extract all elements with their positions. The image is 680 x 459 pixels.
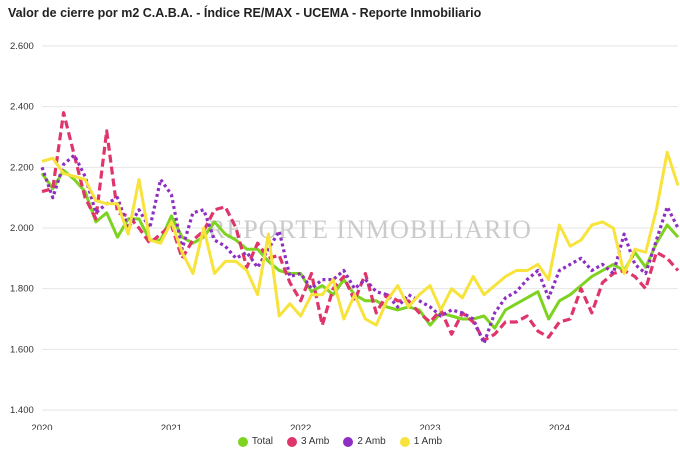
chart-legend: Total 3 Amb 2 Amb 1 Amb (0, 436, 680, 447)
legend-swatch (399, 436, 410, 447)
legend-label: 1 Amb (413, 436, 443, 447)
legend-item[interactable]: 2 Amb (343, 436, 386, 447)
x-tick-label: 2024 (549, 423, 570, 430)
y-tick-label: 2.600 (10, 41, 34, 52)
y-tick-label: 2.400 (10, 102, 34, 113)
x-tick-label: 2020 (31, 423, 52, 430)
x-tick-label: 2022 (290, 423, 311, 430)
line-chart: REPORTE INMOBILIARIO 1.400 1.600 1.800 2.00… (10, 41, 680, 430)
legend-item[interactable]: Total (237, 436, 274, 447)
y-axis-ticks: 1.400 1.600 1.800 2.000 2.200 2.400 2.600 (10, 41, 34, 416)
legend-label: 3 Amb (301, 436, 330, 447)
legend-swatch (287, 436, 298, 447)
x-tick-label: 2021 (161, 423, 182, 430)
legend-swatch (343, 436, 354, 447)
chart-title: Valor de cierre por m2 C.A.B.A. - Índice… (8, 6, 482, 20)
legend-label: Total (251, 436, 274, 447)
y-tick-label: 2.000 (10, 223, 34, 234)
legend-item[interactable]: 3 Amb (287, 436, 329, 447)
grid-lines (42, 45, 678, 411)
x-tick-label: 2023 (419, 423, 440, 430)
y-tick-label: 2.200 (10, 162, 34, 173)
x-axis-ticks: 2020 2021 2022 2023 2024 (31, 423, 570, 430)
legend-label: 2 Amb (357, 436, 386, 447)
y-tick-label: 1.600 (10, 344, 34, 355)
series-line-3-amb (41, 111, 680, 342)
series-layer (40, 111, 680, 345)
y-tick-label: 1.400 (10, 405, 34, 416)
y-tick-label: 1.800 (10, 284, 34, 295)
watermark-text: REPORTE INMOBILIARIO (208, 215, 532, 244)
legend-item[interactable]: 1 Amb (399, 436, 443, 447)
series-line-1-amb (41, 150, 680, 327)
legend-swatch (237, 436, 248, 447)
